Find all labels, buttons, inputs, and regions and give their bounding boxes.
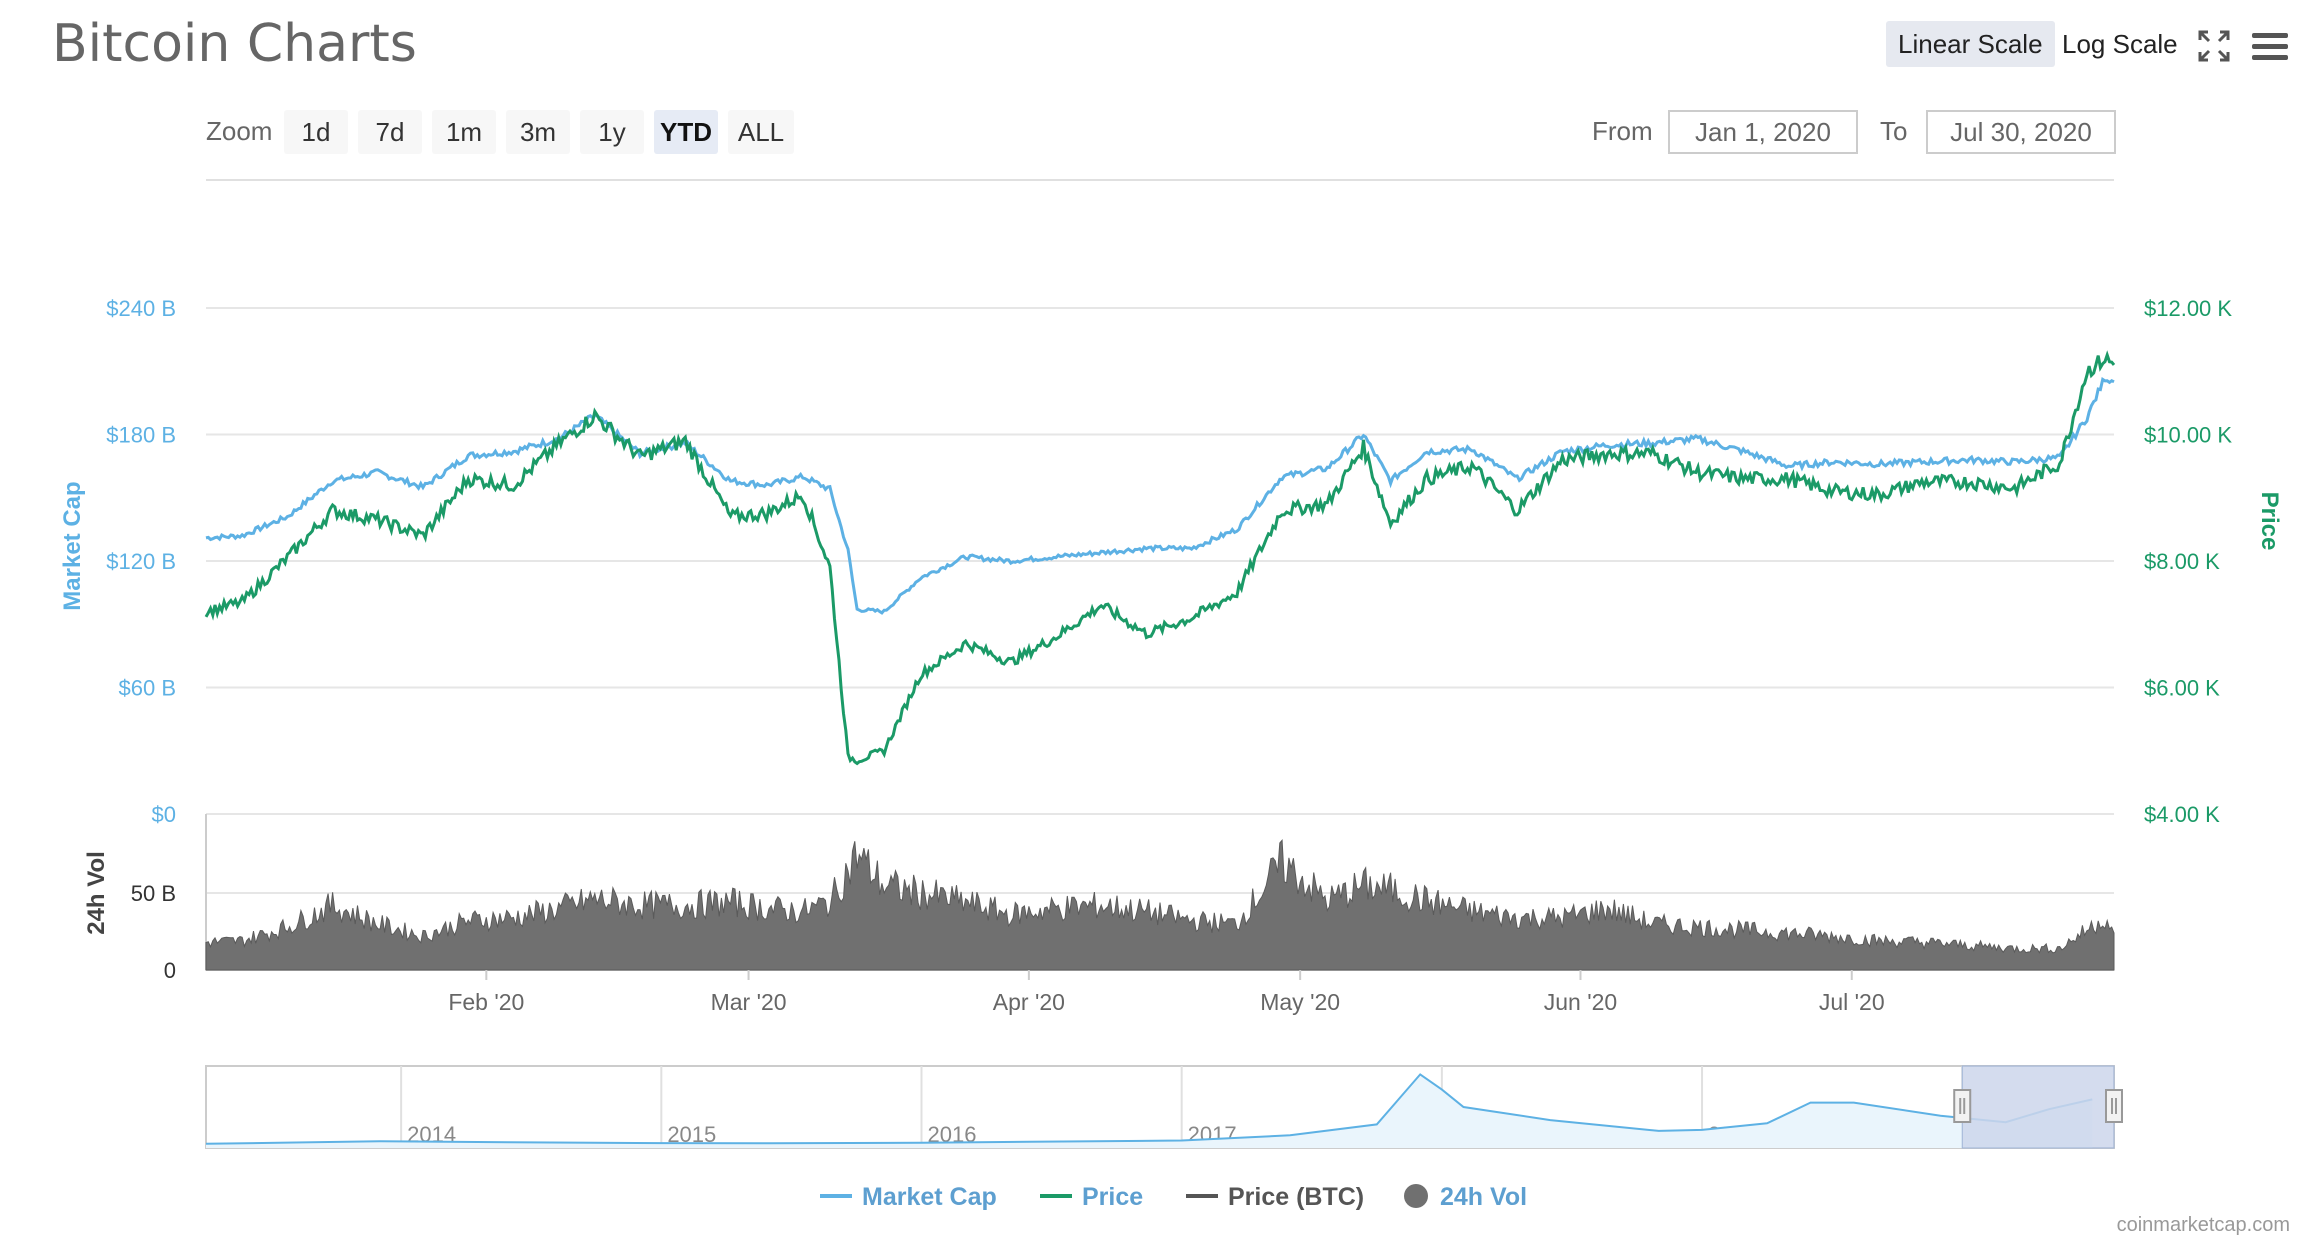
from-date-input[interactable]: Jan 1, 2020 bbox=[1668, 110, 1858, 154]
legend-label: Price (BTC) bbox=[1228, 1183, 1364, 1211]
navigator-handle-left[interactable] bbox=[1953, 1089, 1972, 1123]
zoom-1y-button[interactable]: 1y bbox=[580, 110, 644, 154]
x-axis-tick: May '20 bbox=[1260, 989, 1340, 1015]
legend-item-market-cap[interactable]: Market Cap bbox=[820, 1183, 997, 1211]
left-axis-tick: $240 B bbox=[106, 296, 176, 321]
zoom-1m-button[interactable]: 1m bbox=[432, 110, 496, 154]
x-axis-tick: Mar '20 bbox=[711, 989, 787, 1015]
zoom-label: Zoom bbox=[206, 116, 273, 146]
legend-symbol bbox=[1404, 1184, 1428, 1208]
x-axis-tick: Jul '20 bbox=[1819, 989, 1885, 1015]
x-axis-tick: Feb '20 bbox=[448, 989, 524, 1015]
right-axis-tick: $4.00 K bbox=[2144, 802, 2220, 827]
zoom-all-button[interactable]: ALL bbox=[728, 110, 794, 154]
price-line bbox=[204, 350, 2116, 766]
zoom-ytd-button[interactable]: YTD bbox=[654, 110, 718, 154]
right-axis-tick: $8.00 K bbox=[2144, 549, 2220, 574]
right-axis-tick: $12.00 K bbox=[2144, 296, 2232, 321]
right-axis-tick: $6.00 K bbox=[2144, 676, 2220, 701]
zoom-1d-button[interactable]: 1d bbox=[284, 110, 348, 154]
volume-axis-title: 24h Vol bbox=[83, 851, 110, 935]
legend-item-price[interactable]: Price bbox=[1040, 1183, 1143, 1211]
to-date-input[interactable]: Jul 30, 2020 bbox=[1926, 110, 2116, 154]
log-scale-button[interactable]: Log Scale bbox=[2062, 29, 2178, 59]
volume-axis-tick: $0 bbox=[152, 802, 176, 827]
left-axis-tick: $60 B bbox=[119, 676, 177, 701]
navigator-handle-box[interactable] bbox=[2105, 1089, 2123, 1123]
navigator-selection[interactable] bbox=[1961, 1065, 2115, 1149]
right-axis-tick: $10.00 K bbox=[2144, 423, 2232, 448]
legend-label: Market Cap bbox=[862, 1183, 997, 1211]
left-axis-tick: $180 B bbox=[106, 423, 176, 448]
legend-item-price-btc[interactable]: Price (BTC) bbox=[1186, 1183, 1364, 1211]
hamburger-menu-icon[interactable] bbox=[2250, 30, 2290, 62]
credit-link[interactable]: coinmarketcap.com bbox=[2116, 1214, 2290, 1236]
expand-icon[interactable] bbox=[2196, 28, 2232, 64]
page-title: Bitcoin Charts bbox=[52, 14, 417, 74]
left-axis-tick: $120 B bbox=[106, 549, 176, 574]
left-axis-title: Market Cap bbox=[59, 481, 86, 610]
x-axis-tick: Apr '20 bbox=[993, 989, 1065, 1015]
navigator-handle-right[interactable] bbox=[2105, 1089, 2123, 1123]
navigator-line bbox=[205, 1073, 2093, 1145]
to-label: To bbox=[1880, 116, 1908, 146]
volume-axis-tick: 0 bbox=[164, 958, 176, 983]
linear-scale-button[interactable]: Linear Scale bbox=[1886, 21, 2055, 67]
volume-axis-tick: 50 B bbox=[131, 881, 176, 906]
market-cap-line bbox=[205, 376, 2115, 615]
navigator-area bbox=[206, 1074, 2093, 1148]
right-axis-title: Price bbox=[2256, 492, 2283, 551]
navigator-handle-box[interactable] bbox=[1953, 1089, 1972, 1123]
zoom-7d-button[interactable]: 7d bbox=[358, 110, 422, 154]
volume-area bbox=[205, 839, 2115, 971]
x-axis-tick: Jun '20 bbox=[1544, 989, 1617, 1015]
from-label: From bbox=[1592, 116, 1653, 146]
legend-label: 24h Vol bbox=[1440, 1183, 1527, 1211]
legend-item-24h-vol[interactable]: 24h Vol bbox=[1404, 1183, 1527, 1211]
zoom-3m-button[interactable]: 3m bbox=[506, 110, 570, 154]
legend-label: Price bbox=[1082, 1183, 1143, 1211]
